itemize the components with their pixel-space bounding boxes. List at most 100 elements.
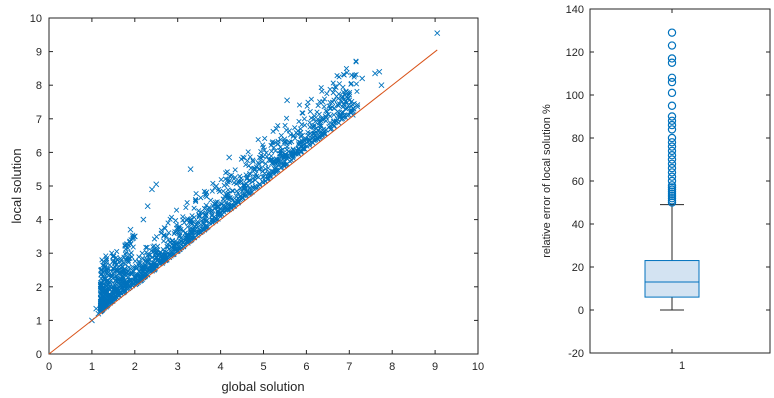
scatter-cloud-point	[330, 122, 337, 128]
scatter-cloud-point	[314, 136, 321, 142]
scatter-chart: 0 1 2 3 4 5 6 7 8 9 10 0 1 2 3 4 5 6 7 8 9 10 global solutio…	[9, 13, 484, 394]
scatter-cloud-point	[154, 261, 160, 267]
scatter-cloud-point	[198, 222, 204, 228]
scatter-cloud-point	[320, 117, 326, 123]
scatter-cloud-point	[292, 135, 298, 142]
scatter-cloud-point	[208, 197, 214, 203]
scatter-cloud-point	[327, 119, 333, 126]
scatter-cloud-point	[296, 142, 302, 148]
scatter-cloud-point	[118, 283, 124, 289]
scatter-cloud-point	[282, 122, 288, 129]
scatter-cloud-point	[137, 260, 143, 266]
scatter-cloud-point	[232, 174, 238, 181]
scatter-cloud-point	[351, 72, 357, 78]
scatter-cloud-point	[209, 188, 215, 194]
scatter-cloud-point	[196, 208, 202, 214]
scatter-cloud-point	[278, 136, 284, 143]
box-outliers	[667, 28, 677, 207]
scatter-point	[273, 125, 280, 132]
scatter-cloud-point	[98, 266, 104, 273]
scatter-cloud-point	[261, 173, 267, 180]
scatter-cloud-point	[324, 109, 330, 115]
outlier-point	[667, 172, 677, 181]
scatter-cloud-point	[240, 195, 246, 201]
scatter-cloud-point	[340, 109, 346, 115]
scatter-cloud-point	[252, 166, 258, 172]
scatter-cloud-point	[270, 128, 276, 134]
outlier-point	[667, 41, 677, 50]
scatter-cloud-point	[123, 283, 130, 289]
scatter-cloud-point	[104, 277, 110, 284]
scatter-cloud-point	[181, 239, 187, 246]
outlier-point	[667, 146, 677, 156]
scatter-x-label: global solution	[221, 379, 304, 394]
box-category-label: 1	[679, 360, 685, 372]
outlier-point	[667, 142, 677, 151]
scatter-cloud-point	[200, 225, 206, 232]
scatter-cloud-point	[290, 151, 296, 157]
scatter-point	[342, 92, 348, 99]
scatter-cloud-point	[123, 246, 129, 252]
reference-line	[48, 49, 438, 355]
scatter-cloud-point	[234, 188, 240, 194]
scatter-cloud-point	[321, 96, 328, 102]
scatter-y-tick-label: 8	[36, 80, 42, 92]
scatter-cloud-point	[168, 214, 175, 220]
scatter-cloud-point	[193, 222, 199, 228]
scatter-cloud-point	[215, 212, 221, 219]
scatter-cloud-point	[336, 101, 343, 107]
scatter-cloud-point	[119, 264, 126, 270]
outlier-point	[667, 176, 677, 186]
scatter-cloud-point	[193, 197, 199, 203]
scatter-cloud-point	[153, 249, 159, 256]
outlier-point	[667, 73, 677, 83]
scatter-cloud-point	[291, 132, 297, 139]
scatter-cloud-point	[309, 123, 315, 130]
scatter-cloud-point	[302, 122, 308, 128]
scatter-cloud-point	[321, 131, 328, 137]
outlier-point	[667, 125, 677, 134]
scatter-cloud-point	[203, 210, 209, 216]
scatter-y-tick-label: 2	[36, 282, 42, 294]
scatter-cloud-point	[219, 211, 225, 218]
scatter-cloud-point	[295, 148, 301, 154]
box-chart: -20 0 20 40 60 80 100 120 140 1 relative error o…	[541, 4, 771, 372]
scatter-point	[372, 70, 378, 77]
scatter-point	[131, 233, 138, 240]
scatter-cloud-point	[240, 154, 246, 160]
scatter-cloud-point	[145, 252, 152, 258]
scatter-cloud-point	[286, 139, 293, 145]
scatter-y-tick-label: 10	[30, 13, 42, 25]
scatter-point	[119, 268, 125, 275]
scatter-cloud-point	[133, 263, 139, 269]
scatter-cloud-point	[260, 142, 266, 148]
scatter-point	[144, 203, 151, 210]
scatter-cloud-point	[222, 207, 229, 213]
scatter-cloud-point	[184, 217, 190, 223]
outlier-point	[667, 120, 677, 130]
scatter-cloud-point	[161, 232, 167, 238]
scatter-cloud-point	[322, 113, 328, 119]
scatter-cloud-point	[250, 158, 256, 165]
scatter-cloud-point	[132, 275, 139, 281]
scatter-cloud-point	[148, 248, 154, 254]
outlier-point	[667, 198, 677, 207]
box-y-tick-label: 140	[566, 4, 584, 16]
scatter-cloud-point	[259, 159, 265, 165]
outlier-point	[667, 58, 677, 67]
scatter-cloud-point	[344, 70, 350, 76]
scatter-point	[187, 166, 194, 173]
scatter-point	[284, 97, 291, 104]
scatter-cloud-point	[340, 84, 346, 90]
scatter-cloud-point	[335, 95, 341, 102]
scatter-cloud-point	[225, 195, 231, 201]
scatter-point	[93, 305, 100, 312]
scatter-cloud-point	[347, 89, 353, 96]
scatter-cloud-point	[141, 262, 148, 268]
scatter-cloud-point	[283, 115, 290, 121]
scatter-cloud-point	[138, 274, 144, 280]
scatter-x-tick-label: 4	[218, 361, 224, 373]
scatter-cloud-point	[224, 169, 230, 175]
scatter-cloud-point	[114, 248, 120, 255]
scatter-y-tick-label: 1	[36, 315, 42, 327]
